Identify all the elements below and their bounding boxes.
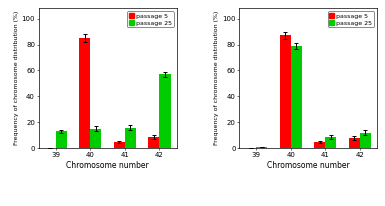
Bar <box>349 138 360 148</box>
Bar <box>56 131 67 148</box>
Bar <box>90 129 101 148</box>
Bar <box>291 46 302 148</box>
Bar <box>159 74 171 148</box>
Bar <box>325 137 336 148</box>
Legend: passage 5, passage 25: passage 5, passage 25 <box>328 11 374 27</box>
Bar <box>280 35 291 148</box>
Bar <box>125 128 136 148</box>
Bar <box>315 142 325 148</box>
Y-axis label: Frequency of chromosome distribution (%): Frequency of chromosome distribution (%) <box>14 11 19 145</box>
Y-axis label: Frequency of chromosome distribution (%): Frequency of chromosome distribution (%) <box>214 11 219 145</box>
Bar <box>256 147 268 148</box>
Bar <box>79 38 90 148</box>
X-axis label: Chromosome number: Chromosome number <box>267 160 350 170</box>
Bar <box>360 133 371 148</box>
X-axis label: Chromosome number: Chromosome number <box>66 160 149 170</box>
Legend: passage 5, passage 25: passage 5, passage 25 <box>127 11 174 27</box>
Bar <box>114 142 125 148</box>
Bar <box>148 137 159 148</box>
